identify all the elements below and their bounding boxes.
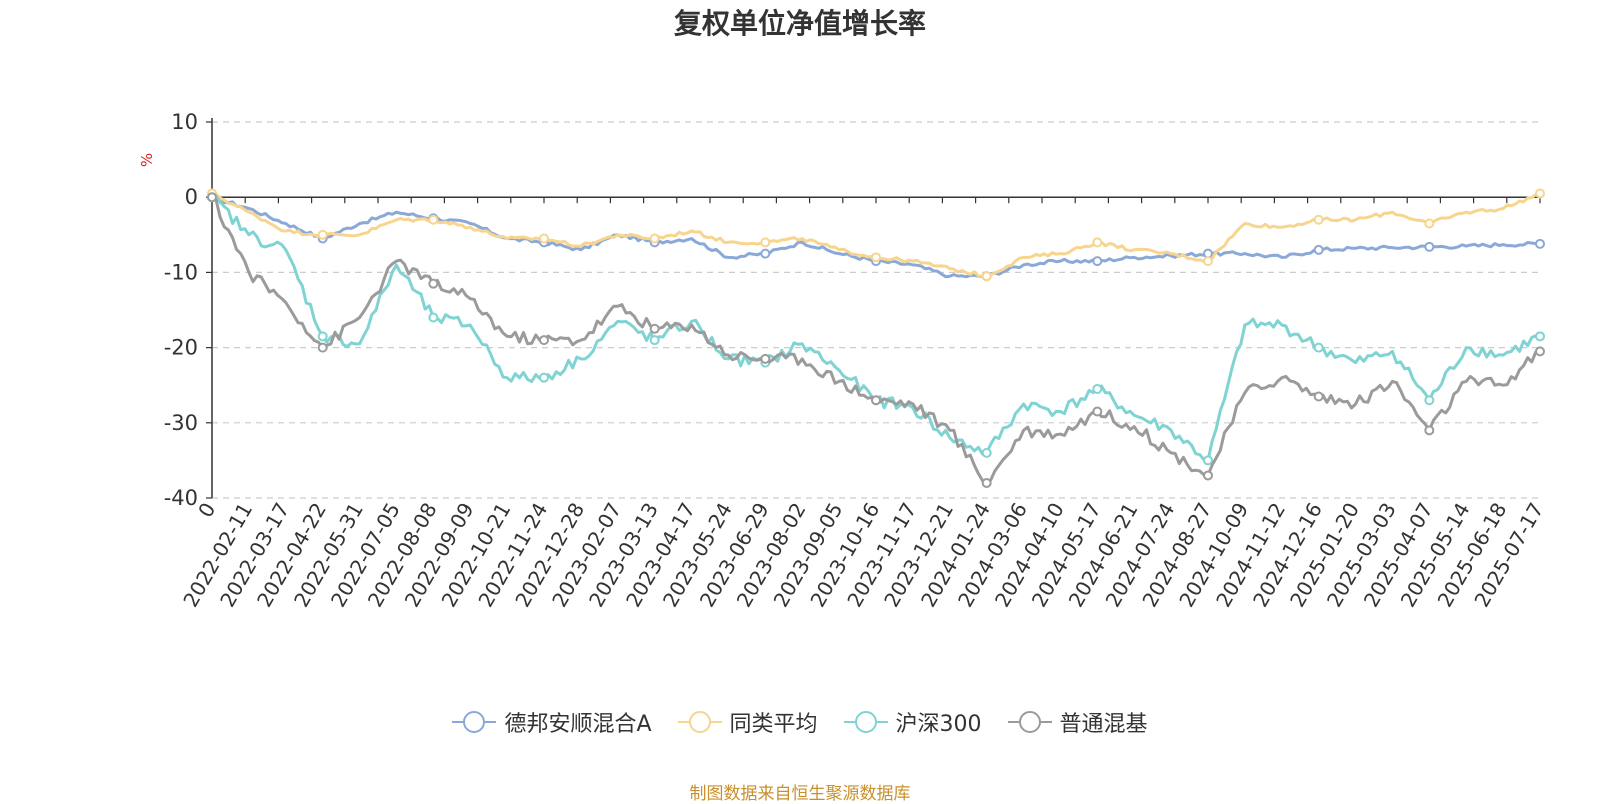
data-point: [1313, 391, 1324, 402]
data-point: [1535, 238, 1545, 249]
legend-label: 德邦安顺混合A: [504, 712, 652, 737]
legend-swatch-marker: [854, 711, 877, 733]
series-line: [211, 195, 1541, 485]
legend-swatch-icon: [452, 711, 497, 733]
data-point: [1424, 425, 1435, 436]
data-point: [1424, 241, 1435, 252]
data-point: [1092, 406, 1103, 417]
legend-item[interactable]: 同类平均: [677, 706, 818, 738]
chart-title: 复权单位净值增长率: [673, 7, 926, 40]
y-tick-label: 10: [171, 110, 198, 134]
legend-item[interactable]: 德邦安顺混合A: [452, 706, 652, 738]
legend-swatch-icon: [843, 711, 888, 733]
data-point: [207, 192, 217, 203]
data-point: [760, 237, 771, 248]
data-point: [1203, 455, 1213, 466]
y-tick-label: -10: [164, 260, 198, 284]
data-point: [1203, 256, 1213, 267]
data-point: [1535, 188, 1545, 199]
legend-label: 同类平均: [729, 712, 818, 737]
series-line: [211, 194, 1541, 462]
data-point: [428, 312, 439, 323]
data-point: [1424, 218, 1435, 229]
data-point: [760, 248, 771, 259]
y-axis-label: %: [138, 153, 156, 167]
data-point: [317, 342, 328, 353]
data-point: [981, 447, 992, 458]
data-point: [1092, 383, 1103, 394]
data-point: [760, 353, 771, 364]
data-point: [1203, 470, 1213, 481]
legend-swatch-icon: [1007, 711, 1052, 733]
legend-item[interactable]: 沪深300: [843, 706, 982, 738]
legend-swatch-marker: [1018, 711, 1041, 733]
legend-swatch-icon: [677, 711, 722, 733]
data-point: [1092, 237, 1103, 248]
series-lines: [207, 188, 1545, 488]
data-point: [539, 233, 549, 244]
axes: 100-10-20-30-4002022-02-112022-03-172022…: [164, 110, 1549, 611]
data-point: [428, 278, 439, 289]
legend-label: 普通混基: [1059, 712, 1148, 737]
data-point: [981, 477, 992, 488]
data-point: [649, 233, 660, 244]
legend: 德邦安顺混合A 同类平均 沪深300 普通混基: [0, 706, 1600, 738]
data-point: [1313, 342, 1324, 353]
y-tick-label: -40: [164, 486, 198, 510]
x-tick-label: 0: [193, 499, 220, 522]
source-note: 制图数据来自恒生聚源数据库: [689, 784, 911, 804]
legend-item[interactable]: 普通混基: [1007, 706, 1148, 738]
data-point: [1313, 244, 1324, 255]
data-point: [317, 331, 328, 342]
data-point: [539, 335, 549, 346]
grid-lines: [212, 121, 1540, 499]
chart-canvas: 100-10-20-30-4002022-02-112022-03-172022…: [138, 110, 1549, 611]
data-point: [428, 214, 439, 225]
y-tick-label: 0: [185, 185, 198, 209]
data-point: [871, 252, 881, 263]
data-point: [317, 229, 328, 240]
y-tick-label: -30: [164, 411, 198, 435]
y-tick-label: -20: [164, 336, 198, 360]
data-point: [1313, 214, 1324, 225]
data-point: [1424, 395, 1435, 406]
legend-swatch-marker: [688, 711, 711, 733]
data-point: [1535, 346, 1545, 357]
data-point: [1092, 256, 1103, 267]
legend-swatch-marker: [463, 711, 486, 733]
data-point: [981, 271, 992, 282]
data-point: [539, 372, 549, 383]
data-point: [1535, 331, 1545, 342]
legend-label: 沪深300: [895, 712, 982, 737]
data-point: [649, 335, 660, 346]
data-point: [871, 395, 881, 406]
data-point: [649, 323, 660, 334]
